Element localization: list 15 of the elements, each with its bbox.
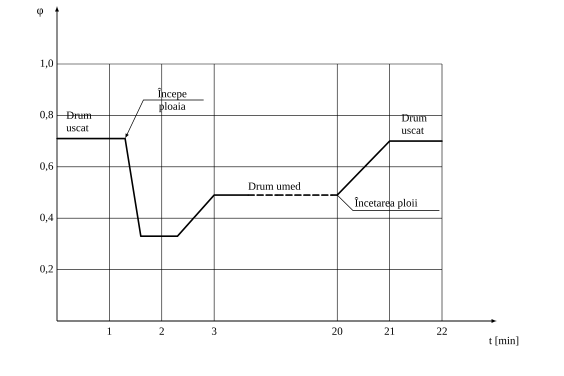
y-tick-label: 0,8 — [40, 110, 54, 120]
x-tick-label: 20 — [332, 328, 342, 335]
y-tick-label: 1,0 — [40, 60, 54, 68]
x-axis-title: t [min] — [489, 336, 518, 346]
y-tick-label: 0,6 — [40, 162, 54, 172]
y-tick-label: 0,4 — [40, 214, 54, 223]
annotation: Drum umed — [248, 182, 301, 190]
y-axis-title: φ — [37, 8, 44, 17]
y-tick-label: 0,2 — [40, 265, 53, 274]
x-tick-label: 2 — [160, 328, 164, 335]
annotation: Drum uscat — [402, 114, 427, 134]
x-tick-label: 21 — [384, 328, 394, 335]
x-tick-label: 22 — [437, 328, 447, 335]
x-tick-label: 3 — [212, 328, 216, 335]
x-tick-label: 1 — [108, 328, 112, 335]
